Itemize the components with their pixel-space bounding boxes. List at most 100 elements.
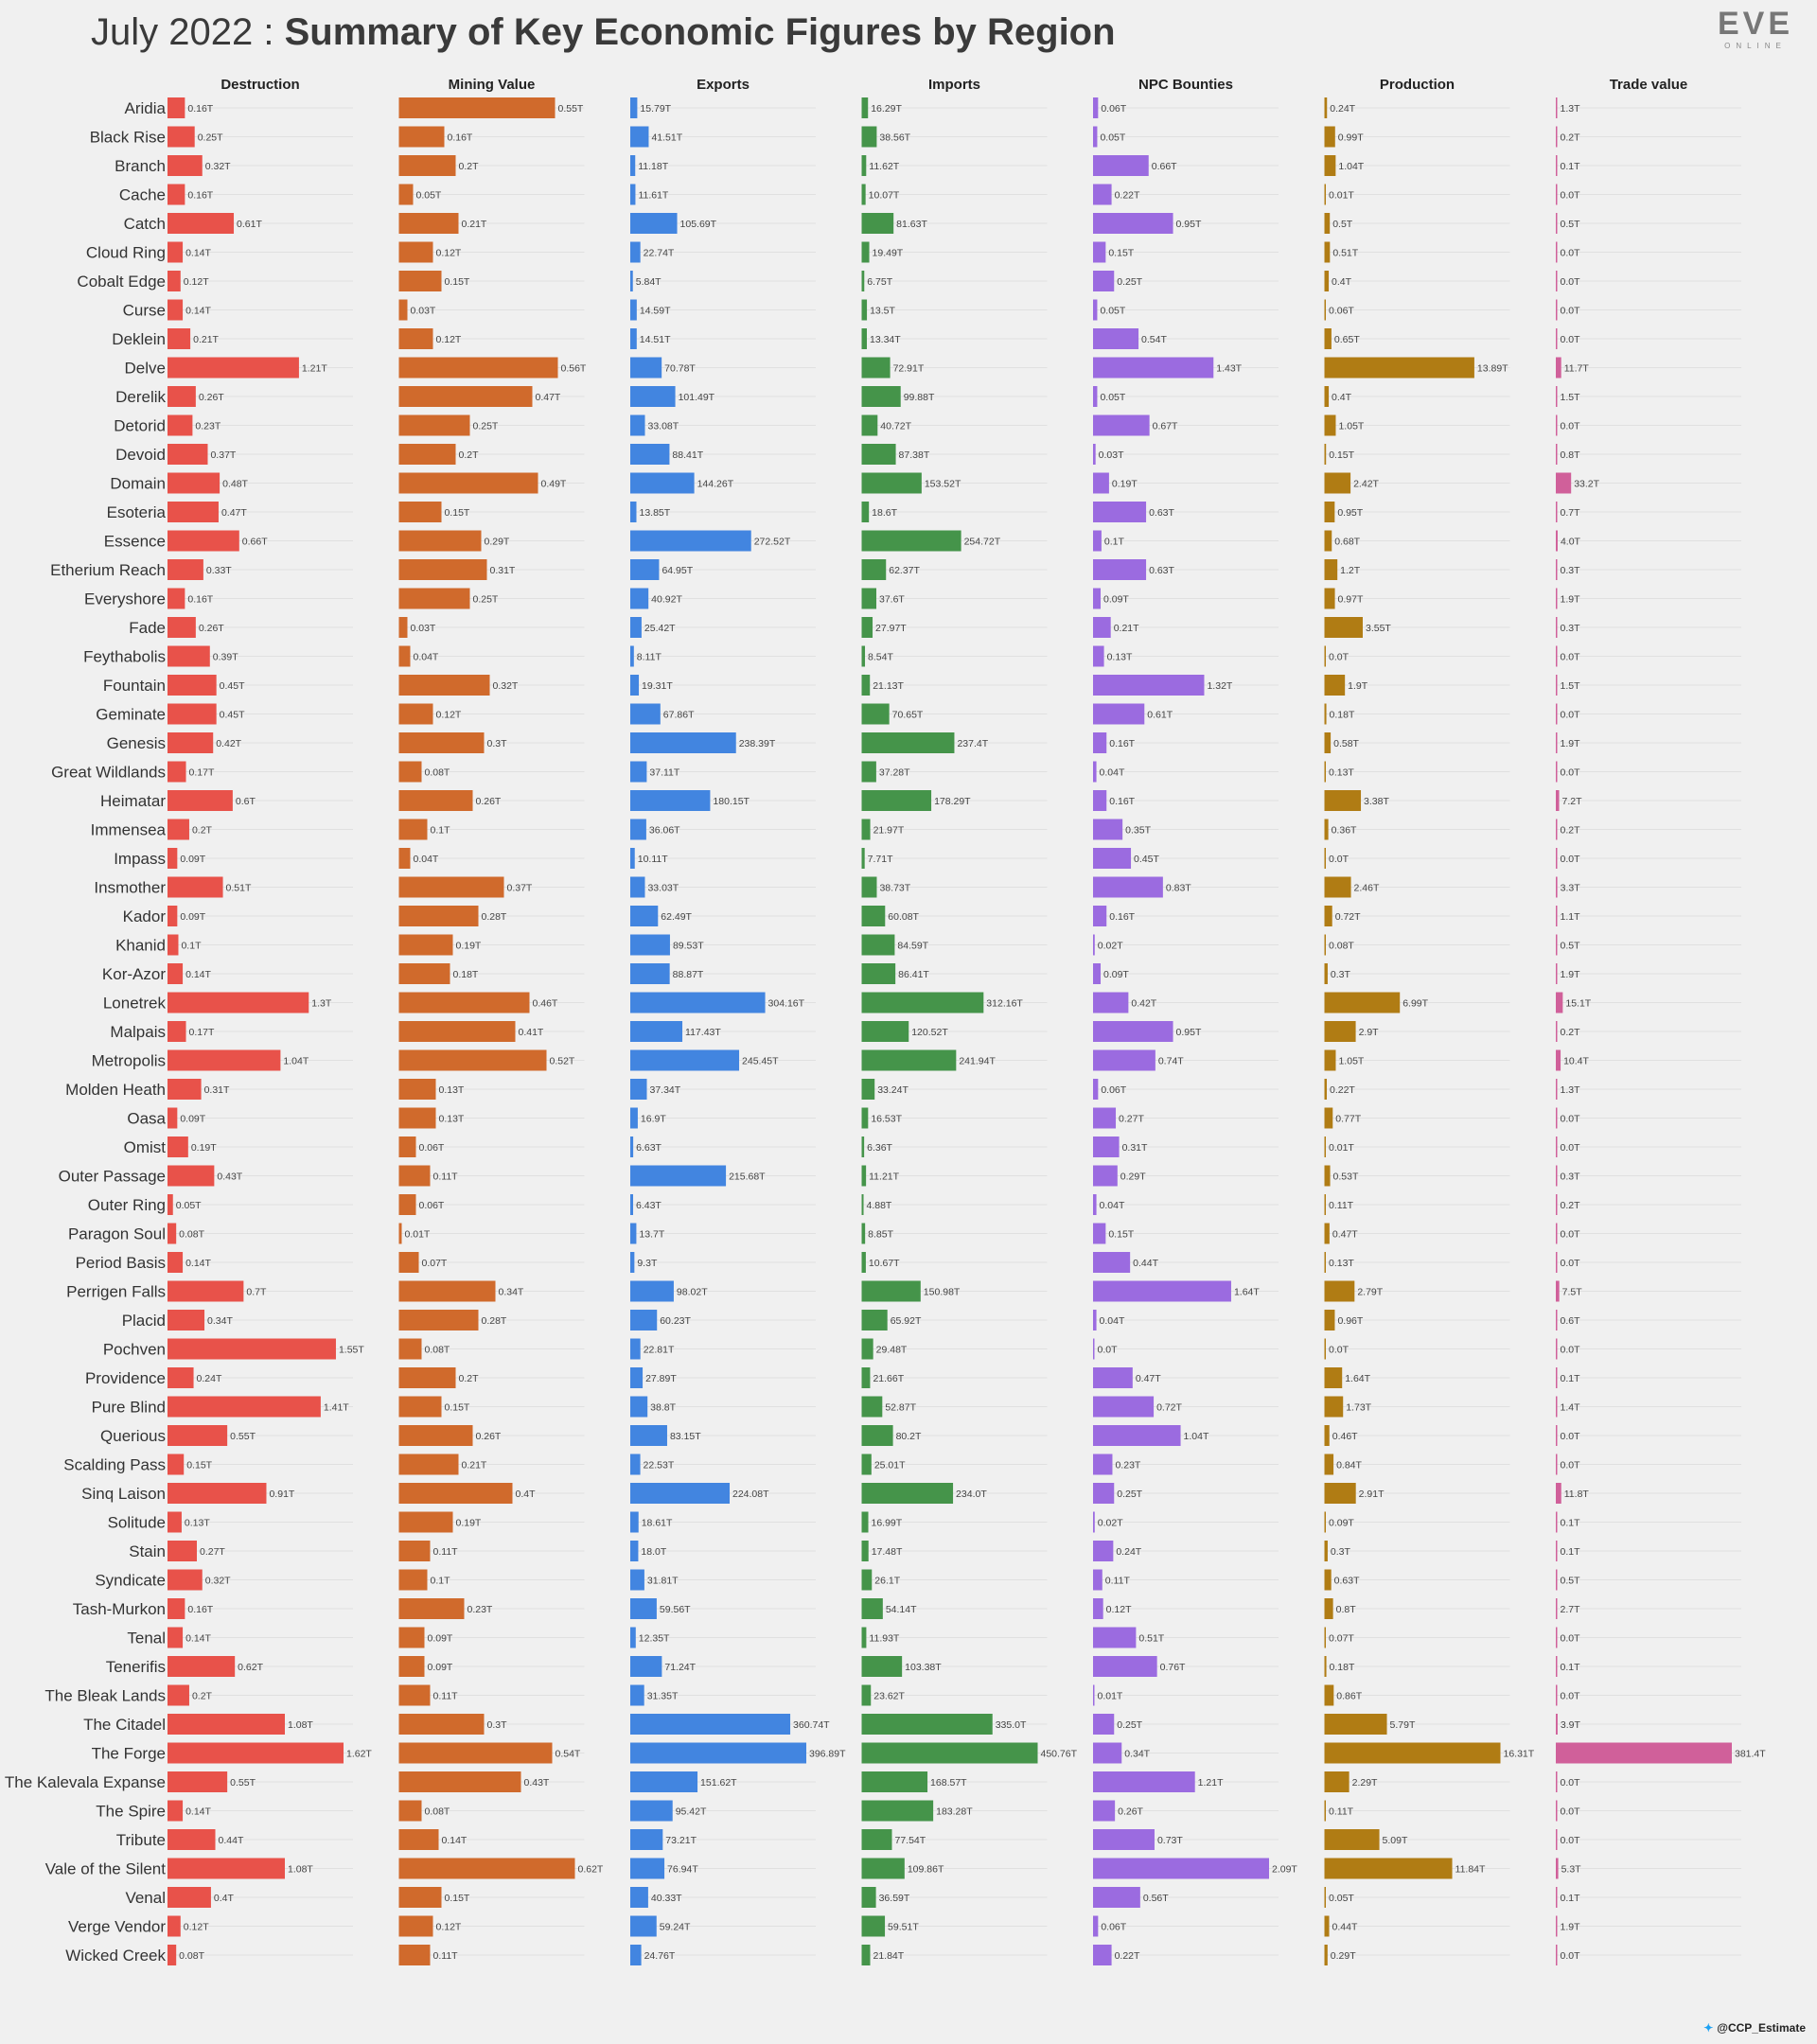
bar [168, 819, 189, 840]
bar-value-label: 245.45T [742, 1056, 779, 1067]
region-label: Devoid [115, 446, 166, 464]
bar-value-label: 7.5T [1562, 1287, 1583, 1298]
bar-value-label: 2.29T [1352, 1777, 1378, 1788]
bar-value-label: 0.43T [524, 1777, 550, 1788]
bar-value-label: 0.07T [422, 1258, 448, 1269]
bar [398, 1223, 402, 1244]
bar-value-label: 0.25T [1117, 276, 1142, 288]
bar-value-label: 0.0T [1561, 1431, 1581, 1442]
bar-value-label: 0.24T [1116, 1546, 1141, 1558]
bar [1093, 386, 1098, 407]
region-label: Outer Ring [88, 1196, 166, 1214]
bar-value-label: 0.0T [1329, 652, 1350, 663]
bar [398, 559, 487, 580]
bar-value-label: 0.3T [1561, 565, 1581, 576]
bar-value-label: 22.81T [644, 1345, 675, 1356]
bar [1556, 97, 1558, 118]
bar [398, 1742, 553, 1764]
bar-value-label: 5.79T [1390, 1719, 1416, 1731]
bar [168, 1396, 321, 1418]
bar [861, 732, 955, 753]
bar [1324, 1858, 1453, 1879]
region-label: The Kalevala Expanse [5, 1773, 166, 1791]
bar [398, 1598, 465, 1619]
bar [861, 934, 895, 956]
bar-value-label: 0.05T [1100, 392, 1125, 403]
bar [630, 1627, 636, 1648]
bar-value-label: 0.8T [1561, 449, 1581, 461]
bar-value-label: 23.62T [873, 1691, 905, 1702]
bar [861, 472, 922, 494]
bar [398, 530, 482, 552]
bar [630, 357, 662, 379]
bar-value-label: 0.01T [405, 1229, 431, 1241]
region-label: Tribute [116, 1831, 166, 1849]
bar [168, 328, 191, 349]
bar [1556, 1483, 1561, 1504]
bar-value-label: 22.74T [644, 248, 675, 259]
bar [1093, 1454, 1113, 1475]
bar [1324, 97, 1328, 118]
footer-handle[interactable]: @CCP_Estimate [1717, 2021, 1806, 2035]
bar-value-label: 1.9T [1561, 594, 1581, 606]
bar-value-label: 38.73T [879, 883, 910, 894]
bar-value-label: 21.84T [873, 1950, 905, 1962]
bar [861, 1396, 883, 1418]
bar [398, 1367, 456, 1388]
bar [1556, 155, 1558, 176]
bar-value-label: 237.4T [957, 738, 988, 749]
bar-value-label: 0.23T [195, 421, 221, 432]
bar [861, 1915, 886, 1937]
region-label: Perrigen Falls [66, 1283, 166, 1301]
bar [1556, 444, 1558, 465]
bar-value-label: 0.13T [439, 1114, 465, 1125]
bar [861, 1800, 934, 1822]
bar [1093, 761, 1097, 783]
bar-value-label: 396.89T [809, 1749, 846, 1760]
bar-value-label: 0.16T [1109, 738, 1135, 749]
column-header: Destruction [221, 77, 299, 93]
bar-value-label: 0.03T [411, 306, 436, 317]
bar [1556, 1511, 1558, 1533]
bar-value-label: 37.11T [649, 767, 679, 779]
bar [168, 963, 184, 984]
bar-value-label: 0.1T [431, 1576, 451, 1587]
column-header: Imports [928, 77, 980, 93]
bar-value-label: 0.13T [439, 1084, 465, 1096]
region-label: Wicked Creek [65, 1947, 166, 1965]
bar-value-label: 0.29T [485, 537, 510, 548]
bar [861, 963, 896, 984]
bar-value-label: 13.34T [870, 334, 901, 345]
bar-value-label: 6.36T [867, 1142, 892, 1154]
bar [168, 876, 223, 898]
bar-value-label: 0.45T [1134, 854, 1159, 865]
bar-value-label: 0.0T [1561, 1691, 1581, 1702]
bar [1556, 184, 1558, 205]
bar [1324, 1627, 1326, 1648]
bar-value-label: 0.27T [1119, 1114, 1144, 1125]
bar-value-label: 0.61T [237, 219, 262, 230]
bar-value-label: 9.3T [637, 1258, 658, 1269]
bar-value-label: 0.77T [1335, 1114, 1361, 1125]
bar-value-label: 0.44T [1332, 1922, 1358, 1933]
bar-value-label: 0.16T [187, 103, 213, 115]
bar-value-label: 0.46T [533, 998, 558, 1010]
region-label: The Bleak Lands [44, 1687, 166, 1705]
bar-value-label: 360.74T [793, 1719, 830, 1731]
bar-value-label: 0.12T [436, 334, 462, 345]
bar [1324, 732, 1332, 753]
bar [1324, 703, 1327, 725]
bar-value-label: 0.24T [197, 1373, 222, 1384]
bar [398, 299, 408, 321]
bar-value-label: 0.44T [219, 1835, 244, 1846]
bar-value-label: 0.32T [205, 161, 231, 172]
bar [1324, 1915, 1330, 1937]
bar [398, 271, 442, 291]
bar [398, 357, 558, 379]
bar-value-label: 25.42T [644, 623, 676, 634]
series-exports: Exports 15.79T 41.51T 11.18T 11.61T 105.69T 22… [630, 77, 846, 1965]
bar [630, 1367, 644, 1388]
bar-value-label: 38.56T [879, 132, 910, 144]
region-label: Tenal [127, 1630, 166, 1648]
bar-value-label: 60.23T [660, 1315, 691, 1327]
